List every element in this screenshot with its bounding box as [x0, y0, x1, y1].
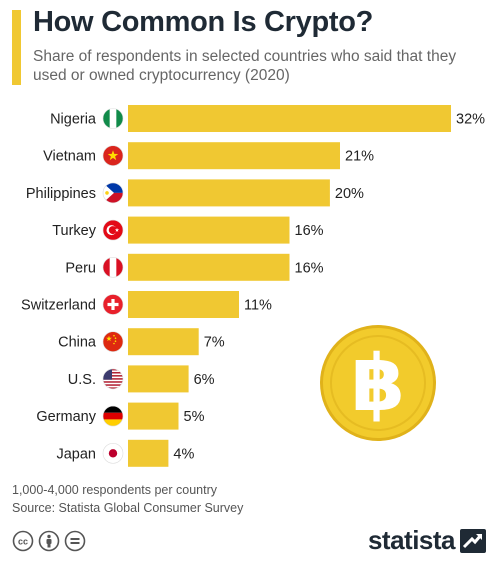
cc-icon: cc [12, 530, 34, 552]
chart-row: Nigeria 32% [50, 105, 485, 132]
bar [128, 253, 290, 281]
chart-row: Germany 5% [36, 402, 205, 430]
value-label: 21% [345, 149, 374, 165]
chart-row: Turkey 16% [52, 216, 324, 244]
chart-row: Japan 4% [56, 439, 194, 467]
category-label: Germany [36, 409, 96, 425]
peru-flag-icon [103, 257, 123, 278]
turkey-flag-icon [103, 220, 123, 241]
vietnam-flag-icon [103, 145, 123, 166]
value-label: 11% [244, 298, 272, 314]
value-label: 4% [173, 446, 194, 462]
chart-row: Philippines 20% [26, 179, 364, 207]
value-label: 20% [335, 186, 364, 202]
category-label: Switzerland [21, 298, 96, 314]
category-label: Nigeria [50, 112, 97, 128]
us-flag-icon [103, 368, 123, 389]
value-label: 7% [204, 335, 225, 351]
title-accent-bar [12, 10, 21, 85]
chart-row: Vietnam 21% [43, 142, 374, 170]
category-label: Philippines [26, 186, 96, 202]
statista-logo: statista [368, 525, 486, 556]
category-label: China [58, 335, 97, 351]
no-derivatives-icon [64, 530, 86, 552]
germany-flag-icon [103, 406, 123, 427]
license-icons: cc [12, 530, 86, 552]
philippines-flag-icon [103, 182, 123, 203]
attribution-icon [38, 530, 60, 552]
category-label: Japan [56, 446, 96, 462]
china-flag-icon [103, 331, 123, 352]
svg-text:cc: cc [18, 537, 28, 547]
category-label: Turkey [52, 223, 97, 239]
chart-subtitle: Share of respondents in selected countri… [33, 48, 457, 84]
bar [128, 402, 179, 430]
chart-row: U.S. 6% [68, 365, 215, 393]
nigeria-flag-icon [103, 108, 123, 129]
bar [128, 142, 340, 170]
bar [128, 328, 199, 356]
value-label: 5% [184, 409, 205, 425]
bitcoin-coin-icon: ฿ [320, 325, 436, 441]
statista-arrow-icon [460, 528, 486, 553]
chart-row: China 7% [58, 328, 225, 356]
japan-flag-icon [103, 443, 123, 464]
category-label: U.S. [68, 372, 96, 388]
bar [128, 365, 189, 393]
bar [128, 291, 239, 318]
bar-chart: Nigeria 32% Vietnam 21% Philippines 20% Turkey… [21, 105, 485, 467]
value-label: 16% [295, 223, 324, 239]
bar [128, 179, 330, 207]
svg-text:฿: ฿ [351, 339, 405, 429]
value-label: 6% [194, 372, 215, 388]
value-label: 32% [456, 112, 485, 128]
chart-row: Switzerland 11% [21, 291, 272, 318]
value-label: 16% [295, 260, 324, 276]
bar [128, 105, 451, 132]
category-label: Peru [65, 260, 96, 276]
brand-name: statista [367, 525, 456, 555]
source-note: Source: Statista Global Consumer Survey [12, 501, 244, 515]
category-label: Vietnam [43, 149, 96, 165]
chart-title: How Common Is Crypto? [33, 6, 374, 38]
switzerland-flag-icon [103, 294, 123, 315]
bar [128, 439, 169, 467]
chart-row: Peru 16% [65, 253, 324, 281]
respondents-note: 1,000-4,000 respondents per country [12, 483, 217, 497]
bar [128, 216, 290, 244]
